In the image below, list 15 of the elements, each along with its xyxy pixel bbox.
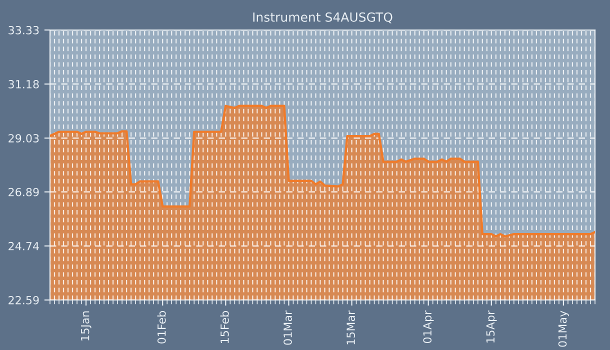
y-tick-label: 29.03 bbox=[8, 134, 39, 142]
x-tick-label: 15Apr bbox=[486, 310, 497, 343]
y-tick-label: 22.59 bbox=[8, 296, 39, 304]
x-tick-label: 15Jan bbox=[81, 311, 92, 340]
x-tick-label: 01May bbox=[558, 310, 569, 347]
y-tick-label: 33.33 bbox=[8, 26, 39, 34]
x-tick-label: 01Feb bbox=[157, 311, 166, 344]
x-tick-label: 15Mar bbox=[346, 310, 355, 344]
x-tick-label: 01Apr bbox=[423, 310, 434, 344]
y-tick-label: 24.74 bbox=[8, 242, 39, 250]
x-tick-label: 01Mar bbox=[284, 310, 292, 345]
x-tick-label: 15Feb bbox=[220, 311, 229, 344]
y-tick-label: 26.89 bbox=[8, 188, 39, 196]
chart-title: Instrument S4AUSGTQ bbox=[253, 12, 392, 24]
y-tick-label: 31.18 bbox=[8, 80, 39, 88]
